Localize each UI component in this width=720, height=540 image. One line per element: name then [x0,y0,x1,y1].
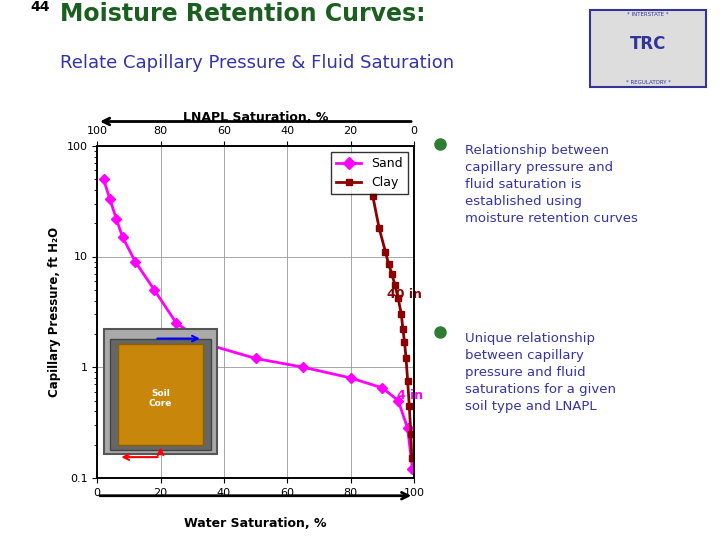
Clay [387,271,396,277]
Text: Moisture Retention Curves:: Moisture Retention Curves: [60,2,426,26]
X-axis label: Water Saturation, %: Water Saturation, % [184,517,327,530]
Text: * REGULATORY *: * REGULATORY * [626,80,670,85]
Clay [407,430,415,437]
Bar [590,10,706,87]
Text: 44: 44 [30,0,50,14]
Clay [397,311,405,318]
Sand [299,364,307,370]
Clay [369,193,377,199]
Text: Relate Capillary Pressure & Fluid Saturation: Relate Capillary Pressure & Fluid Satura… [60,55,454,72]
Sand [408,466,417,472]
Clay [405,402,413,409]
Text: Interpreting In-well Thickness: Interpreting In-well Thickness [9,268,19,434]
Sand [204,341,212,348]
Text: 4 in: 4 in [397,389,423,402]
Clay [381,249,390,255]
Clay [375,225,384,232]
Clay [384,261,393,267]
Sand [378,384,387,391]
Line: Clay: Clay [369,193,415,462]
Clay [391,282,400,288]
Clay [408,455,416,462]
Sand [131,258,140,265]
Line: Sand: Sand [100,176,416,472]
Clay [403,378,412,384]
Text: 40 in: 40 in [387,288,422,301]
Clay [394,295,402,301]
Y-axis label: Capillary Pressure, ft H₂O: Capillary Pressure, ft H₂O [48,227,61,397]
Text: TRC: TRC [630,35,666,53]
Sand [394,397,402,404]
Text: * INTERSTATE *: * INTERSTATE * [627,12,669,17]
Clay [400,339,409,345]
Text: Relationship between
capillary pressure and
fluid saturation is
established usin: Relationship between capillary pressure … [465,144,638,225]
Sand [172,320,181,326]
Sand [118,234,127,240]
Sand [251,355,260,362]
Sand [346,375,355,381]
Legend: Sand, Clay: Sand, Clay [331,152,408,194]
Sand [112,215,120,222]
Clay [399,326,408,333]
Sand [106,196,114,202]
X-axis label: LNAPL Saturation, %: LNAPL Saturation, % [183,111,328,124]
Text: Unique relationship
between capillary
pressure and fluid
saturations for a given: Unique relationship between capillary pr… [465,332,616,413]
Sand [403,425,412,431]
Sand [99,176,108,183]
Sand [150,287,158,293]
Clay [402,355,410,362]
